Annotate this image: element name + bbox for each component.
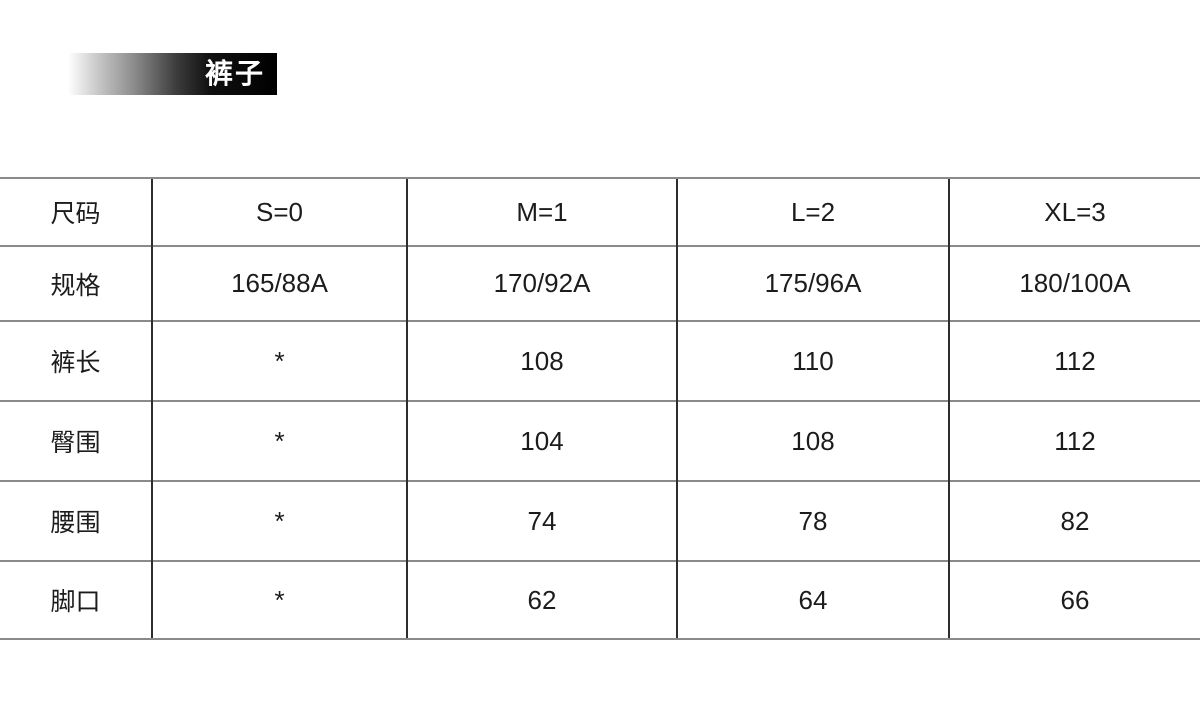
- value-cell: *: [151, 400, 407, 481]
- value-cell: L=2: [676, 177, 949, 246]
- row-label: 规格: [0, 245, 152, 321]
- table-row: 规格 165/88A 170/92A 175/96A 180/100A: [0, 245, 1200, 321]
- value-cell: 110: [676, 320, 949, 401]
- size-chart-body: 尺码 S=0 M=1 L=2 XL=3 规格 165/88A 170/92A 175/96A 18…: [0, 177, 1200, 640]
- value-cell: 66: [948, 560, 1200, 640]
- table-row: 腰围 * 74 78 82: [0, 480, 1200, 561]
- value-cell: 165/88A: [151, 245, 407, 321]
- value-cell: 108: [676, 400, 949, 481]
- value-cell: *: [151, 560, 407, 640]
- value-cell: 108: [406, 320, 677, 401]
- value-cell: 74: [406, 480, 677, 561]
- value-cell: 112: [948, 320, 1200, 401]
- section-title: 裤子: [204, 58, 265, 89]
- value-cell: 82: [948, 480, 1200, 561]
- value-cell: 112: [948, 400, 1200, 481]
- value-cell: XL=3: [948, 177, 1200, 246]
- value-cell: 62: [406, 560, 677, 640]
- value-cell: 104: [406, 400, 677, 481]
- value-cell: S=0: [151, 177, 407, 246]
- value-cell: 78: [676, 480, 949, 561]
- row-label: 尺码: [0, 177, 152, 246]
- table-row: 裤长 * 108 110 112: [0, 320, 1200, 401]
- value-cell: M=1: [406, 177, 677, 246]
- table-row: 脚口 * 62 64 66: [0, 560, 1200, 640]
- value-cell: 170/92A: [406, 245, 677, 321]
- value-cell: *: [151, 480, 407, 561]
- size-chart-table: 尺码 S=0 M=1 L=2 XL=3 规格 165/88A 170/92A 175/96A 18…: [0, 177, 1200, 640]
- row-label: 腰围: [0, 480, 152, 561]
- value-cell: 180/100A: [948, 245, 1200, 321]
- row-label: 臀围: [0, 400, 152, 481]
- row-label: 脚口: [0, 560, 152, 640]
- row-label: 裤长: [0, 320, 152, 401]
- section-title-bar: 裤子: [68, 53, 277, 95]
- value-cell: *: [151, 320, 407, 401]
- value-cell: 64: [676, 560, 949, 640]
- value-cell: 175/96A: [676, 245, 949, 321]
- table-row: 尺码 S=0 M=1 L=2 XL=3: [0, 177, 1200, 246]
- table-row: 臀围 * 104 108 112: [0, 400, 1200, 481]
